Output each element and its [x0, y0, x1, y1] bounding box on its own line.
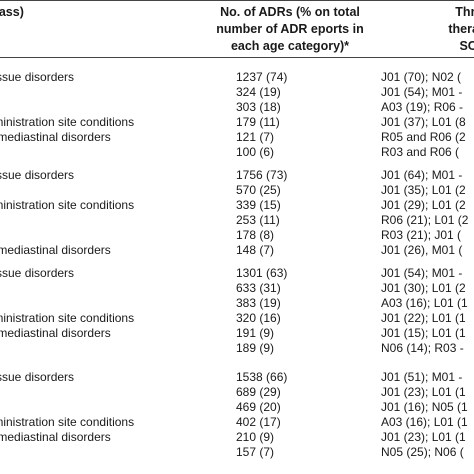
table-row: us tissue disorders 1301 (63) J01 (54); …: [0, 266, 474, 280]
table-row: and mediastinal disorders 121 (7) R05 an…: [0, 130, 474, 144]
header-n-line-1: No. of ADRs (% on total: [220, 5, 360, 19]
n-cell: 253 (11): [236, 213, 280, 227]
soc-cell: and mediastinal disorders: [0, 243, 111, 257]
classes-cell: J01 (16); N05 (1: [381, 400, 468, 414]
soc-cell: and mediastinal disorders: [0, 326, 111, 340]
table-row: ders 469 (20) J01 (16); N05 (1: [0, 400, 474, 414]
table-row: 100 (6) R03 and R06 (: [0, 145, 474, 159]
classes-cell: J01 (51); M01 -: [381, 370, 463, 384]
classes-cell: R03 (21); J01 (: [381, 228, 462, 242]
table-row: ders 253 (11) R06 (21); L01 (2: [0, 213, 474, 227]
n-cell: 100 (6): [236, 145, 275, 159]
classes-cell: J01 (23); L01 (1: [381, 385, 466, 399]
header-n-line-3: each age category)*: [230, 39, 350, 53]
soc-cell: us tissue disorders: [0, 70, 75, 84]
n-cell: 1538 (66): [236, 370, 288, 384]
n-cell: 383 (19): [236, 296, 281, 310]
classes-cell: R05 and R06 (2: [381, 130, 466, 144]
n-cell: 157 (7): [236, 445, 275, 459]
classes-cell: R03 and R06 (: [381, 145, 460, 159]
table-row: l administration site conditions 320 (16…: [0, 311, 474, 325]
n-cell: 324 (19): [236, 85, 281, 99]
table-row: 178 (8) R03 (21); J01 (: [0, 228, 474, 242]
n-cell: 179 (11): [236, 115, 280, 129]
header-soc: e class): [0, 4, 138, 21]
classes-cell: J01 (30); L01 (2: [381, 281, 466, 295]
n-cell: 148 (7): [236, 243, 275, 257]
header-t-line-1: Three most: [455, 5, 474, 19]
n-cell: 303 (18): [236, 100, 281, 114]
table-row: l administration site conditions 339 (15…: [0, 198, 474, 212]
classes-cell: J01 (37); L01 (8: [381, 115, 466, 129]
soc-cell: l administration site conditions: [0, 115, 135, 129]
n-cell: 189 (9): [236, 341, 275, 355]
n-cell: 570 (25): [236, 183, 281, 197]
table-row: and mediastinal disorders 191 (9) J01 (1…: [0, 326, 474, 340]
header-three-most: Three most therapeutic cl SOC in ea: [389, 4, 474, 55]
group-label-row: *): [0, 356, 474, 370]
table-row: and mediastinal disorders 148 (7) J01 (2…: [0, 243, 474, 257]
header-no-of-adrs: No. of ADRs (% on total number of ADR ep…: [205, 4, 375, 55]
n-cell: 191 (9): [236, 326, 275, 340]
table-row: 189 (9) N06 (14); R03 -: [0, 341, 474, 355]
table-row: ders 689 (29) J01 (23); L01 (1: [0, 385, 474, 399]
table-row: and mediastinal disorders 210 (9) J01 (2…: [0, 430, 474, 444]
n-cell: 1237 (74): [236, 70, 288, 84]
header-n-line-2: number of ADR eports in: [216, 22, 364, 36]
table-row: 157 (7) N05 (25); N06 (: [0, 445, 474, 459]
n-cell: 469 (20): [236, 400, 281, 414]
classes-cell: J01 (54); M01 -: [381, 85, 463, 99]
classes-cell: N06 (14); R03 -: [381, 341, 464, 355]
table-row: l administration site conditions 179 (11…: [0, 115, 474, 129]
table-row: ders 383 (19) A03 (16); L01 (1: [0, 296, 474, 310]
table-row: l administration site conditions 402 (17…: [0, 415, 474, 429]
classes-cell: J01 (22); L01 (1: [381, 311, 466, 325]
classes-cell: J01 (64); M01 -: [381, 168, 463, 182]
classes-cell: J01 (54); M01 -: [381, 266, 463, 280]
classes-cell: A03 (16); L01 (1: [381, 296, 468, 310]
classes-cell: J01 (29); L01 (2: [381, 198, 466, 212]
n-cell: 402 (17): [236, 415, 281, 429]
soc-cell: us tissue disorders: [0, 370, 75, 384]
table-row: ders 570 (25) J01 (35); L01 (2: [0, 183, 474, 197]
table-row: us tissue disorders 1756 (73) J01 (64); …: [0, 168, 474, 182]
classes-cell: J01 (35); L01 (2: [381, 183, 466, 197]
n-cell: 210 (9): [236, 430, 275, 444]
header-t-line-3: SOC in ea: [459, 39, 474, 53]
table-row: ders 324 (19) J01 (54); M01 -: [0, 85, 474, 99]
classes-cell: J01 (23); L01 (1: [381, 430, 466, 444]
soc-cell: l administration site conditions: [0, 415, 135, 429]
n-cell: 178 (8): [236, 228, 275, 242]
header-soc-line: e class): [0, 5, 24, 19]
table-row: ders 633 (31) J01 (30); L01 (2: [0, 281, 474, 295]
classes-cell: A03 (19); R06 -: [381, 100, 464, 114]
top-rule: [0, 0, 474, 1]
soc-cell: us tissue disorders: [0, 266, 75, 280]
n-cell: 689 (29): [236, 385, 281, 399]
header-rule: [0, 57, 474, 58]
table-row: us tissue disorders 1237 (74) J01 (70); …: [0, 70, 474, 84]
table-row: ders 303 (18) A03 (19); R06 -: [0, 100, 474, 114]
soc-cell: and mediastinal disorders: [0, 130, 111, 144]
classes-cell: R06 (21); L01 (2: [381, 213, 469, 227]
n-cell: 339 (15): [236, 198, 281, 212]
soc-cell: us tissue disorders: [0, 168, 75, 182]
classes-cell: J01 (70); N02 (: [381, 70, 462, 84]
soc-cell: l administration site conditions: [0, 311, 135, 325]
n-cell: 1301 (63): [236, 266, 288, 280]
soc-cell: and mediastinal disorders: [0, 430, 111, 444]
classes-cell: J01 (15); L01 (1: [381, 326, 466, 340]
n-cell: 121 (7): [236, 130, 275, 144]
classes-cell: A03 (16); L01 (1: [381, 415, 468, 429]
soc-cell: l administration site conditions: [0, 198, 135, 212]
n-cell: 320 (16): [236, 311, 281, 325]
n-cell: 1756 (73): [236, 168, 288, 182]
classes-cell: J01 (26), M01 (: [381, 243, 463, 257]
n-cell: 633 (31): [236, 281, 281, 295]
table-row: us tissue disorders 1538 (66) J01 (51); …: [0, 370, 474, 384]
header-t-line-2: therapeutic cl: [448, 22, 474, 36]
classes-cell: N05 (25); N06 (: [381, 445, 464, 459]
